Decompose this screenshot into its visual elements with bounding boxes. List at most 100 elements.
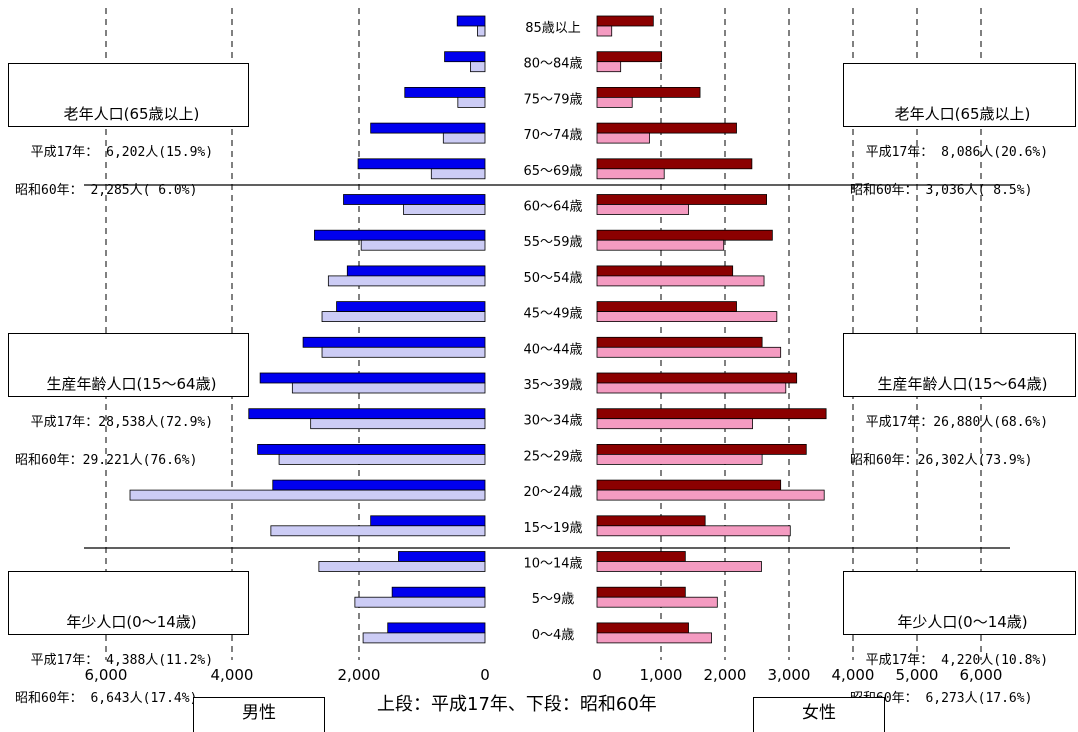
right-working-line2: 昭和60年：26,302人(73.9%): [850, 453, 1033, 468]
male-bar-2005: [259, 372, 486, 384]
male-bar-2005: [391, 586, 486, 598]
left-young-title: 年少人口(0～14歳): [66, 613, 197, 631]
male-bar-2005: [314, 229, 486, 241]
female-bar-1985: [596, 346, 782, 358]
female-bar-1985: [596, 382, 787, 394]
bars: [129, 15, 827, 644]
male-tick-label: 6,000: [85, 666, 128, 684]
male-bar-1985: [403, 204, 486, 215]
male-bar-2005: [398, 551, 486, 562]
age-label: 80～84歳: [523, 57, 582, 72]
female-bar-1985: [596, 239, 725, 251]
male-bar-2005: [370, 122, 486, 134]
right-elderly-line1: 平成17年： 8,086人(20.6%): [865, 145, 1049, 160]
female-label: 女性: [802, 703, 836, 723]
male-bar-2005: [336, 301, 486, 313]
left-working-title: 生産年齢人口(15～64歳): [46, 375, 217, 393]
age-label: 40～44歳: [523, 342, 582, 357]
female-bar-1985: [596, 275, 765, 287]
female-bar-2005: [596, 515, 706, 527]
female-bar-1985: [596, 489, 825, 501]
male-bar-1985: [278, 453, 486, 465]
male-bar-1985: [457, 97, 486, 108]
age-labels: 85歳以上 80～84歳 75～79歳 70～74歳 65～69歳 60～64歳 55～59…: [523, 21, 582, 643]
female-bar-2005: [596, 194, 768, 205]
male-bar-2005: [272, 479, 486, 491]
right-working-box: 生産年齢人口(15～64歳) 平成17年：26,880人(68.6%) 昭和60…: [843, 333, 1076, 468]
female-bar-1985: [596, 132, 650, 144]
male-bar-1985: [362, 632, 486, 644]
left-young-line1: 平成17年： 4,388人(11.2%): [30, 653, 214, 668]
left-elderly-line2: 昭和60年： 2,285人( 6.0%): [15, 183, 198, 198]
male-bar-1985: [442, 132, 486, 144]
age-label: 30～34歳: [523, 414, 582, 429]
age-label: 10～14歳: [523, 557, 582, 572]
female-bar-1985: [596, 61, 622, 73]
female-bar-1985: [596, 204, 689, 215]
male-bar-2005: [343, 194, 486, 205]
female-tick-label: 3,000: [768, 666, 811, 684]
male-bar-2005: [257, 443, 486, 455]
female-bar-2005: [596, 336, 763, 348]
female-bar-1985: [596, 596, 718, 608]
female-bar-2005: [596, 158, 753, 170]
female-bar-2005: [596, 622, 689, 634]
female-bar-1985: [596, 25, 613, 37]
male-bar-1985: [470, 61, 486, 73]
male-bar-1985: [360, 239, 486, 251]
right-elderly-title: 老年人口(65歳以上): [894, 105, 1031, 123]
right-young-box: 年少人口(0～14歳) 平成17年： 4,220人(10.8%) 昭和60年： …: [843, 571, 1076, 706]
female-bar-1985: [596, 561, 762, 572]
male-bar-1985: [321, 346, 486, 358]
left-working-line2: 昭和60年：29.221人(76.6%): [15, 453, 198, 468]
age-label: 20～24歳: [523, 485, 582, 500]
age-label: 70～74歳: [523, 128, 582, 143]
male-bar-2005: [357, 158, 486, 170]
age-label: 15～19歳: [523, 521, 582, 536]
female-bar-1985: [596, 97, 633, 108]
male-bar-2005: [456, 15, 486, 27]
left-elderly-title: 老年人口(65歳以上): [63, 105, 200, 123]
male-label: 男性: [242, 703, 276, 723]
male-bar-2005: [370, 515, 486, 527]
right-young-line1: 平成17年： 4,220人(10.8%): [865, 653, 1049, 668]
female-tick-label: 6,000: [960, 666, 1003, 684]
male-bar-2005: [346, 265, 486, 277]
age-label: 35～39歳: [523, 378, 582, 393]
male-bar-2005: [248, 408, 486, 420]
female-bar-2005: [596, 15, 654, 27]
male-bar-2005: [444, 51, 486, 63]
age-label: 0～4歳: [532, 628, 575, 643]
female-bar-1985: [596, 418, 753, 430]
age-label: 85歳以上: [525, 21, 581, 36]
male-bar-2005: [302, 336, 486, 348]
male-bar-2005: [404, 87, 486, 98]
female-bar-2005: [596, 408, 827, 420]
right-elderly-box: 老年人口(65歳以上) 平成17年： 8,086人(20.6%) 昭和60年： …: [843, 63, 1076, 198]
female-tick-label: 4,000: [832, 666, 875, 684]
male-bar-1985: [291, 382, 486, 394]
male-bar-1985: [430, 168, 486, 180]
right-working-title: 生産年齢人口(15～64歳): [877, 375, 1048, 393]
female-bar-2005: [596, 51, 663, 63]
female-tick-label: 0: [592, 666, 602, 684]
age-label: 65～69歳: [523, 164, 582, 179]
female-bar-2005: [596, 87, 701, 98]
female-bar-1985: [596, 311, 778, 323]
female-bar-1985: [596, 525, 791, 537]
male-bar-2005: [387, 622, 486, 634]
male-tick-label: 2,000: [338, 666, 381, 684]
male-legend-box: 男性: [193, 697, 325, 732]
female-legend-box: 女性: [753, 697, 885, 732]
female-bar-2005: [596, 229, 773, 241]
age-label: 60～64歳: [523, 200, 582, 215]
female-bar-2005: [596, 372, 798, 384]
female-bar-2005: [596, 479, 782, 491]
male-bar-1985: [327, 275, 486, 287]
age-group-dividers: [84, 184, 1010, 549]
female-bar-1985: [596, 168, 665, 180]
age-label: 45～49歳: [523, 307, 582, 322]
axis-ticks: 6,000 4,000 2,000 0 0 1,000 2,000 3,000 4,000 5,0…: [85, 666, 1003, 684]
left-young-line2: 昭和60年： 6,643人(17.4%): [15, 691, 198, 706]
